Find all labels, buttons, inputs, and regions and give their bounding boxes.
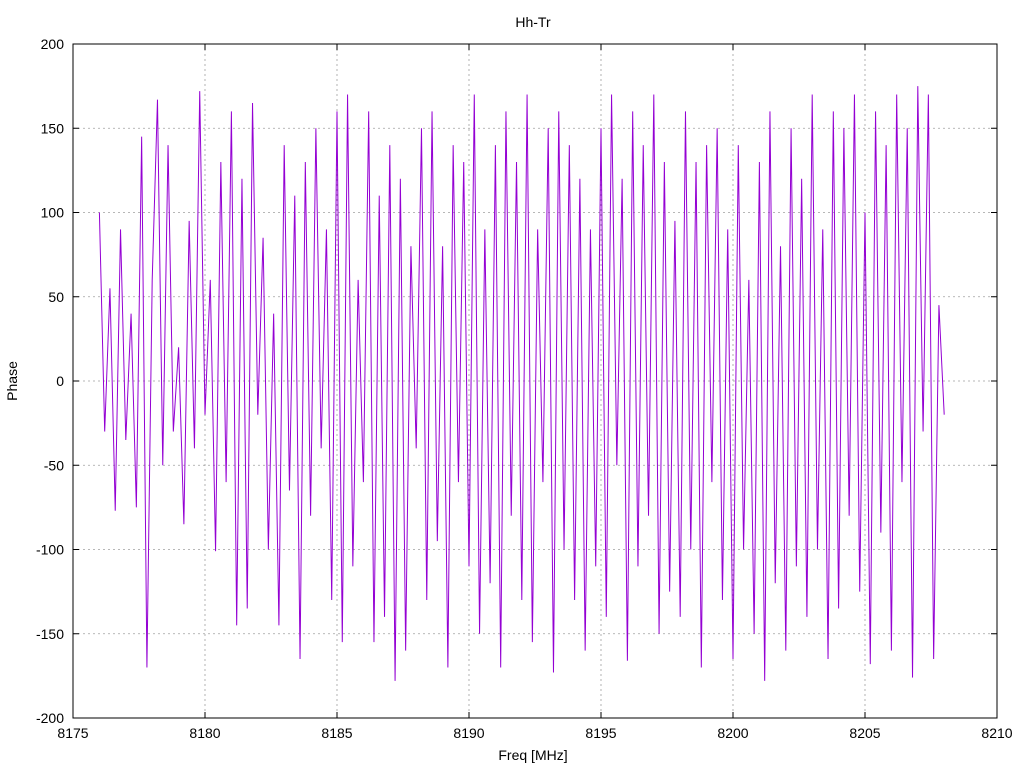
x-tick-label: 8200 [717,725,748,741]
y-tick-label: -100 [36,542,64,558]
y-tick-label: -50 [44,457,64,473]
x-tick-label: 8180 [189,725,220,741]
y-tick-label: 200 [41,36,65,52]
y-axis-ticks: -200 -150 -100 -50 0 50 100 150 200 [36,36,997,726]
series-group [98,86,945,681]
x-tick-label: 8205 [849,725,880,741]
y-tick-label: -200 [36,710,64,726]
x-tick-label: 8195 [585,725,616,741]
y-tick-label: 0 [56,373,64,389]
x-tick-label: 8210 [981,725,1012,741]
x-tick-label: 8185 [321,725,352,741]
y-tick-label: 100 [41,205,65,221]
phase-series-line [98,86,945,681]
y-tick-label: 150 [41,120,65,136]
y-tick-label: 50 [48,289,64,305]
x-axis-label: Freq [MHz] [498,747,567,763]
y-tick-label: -150 [36,626,64,642]
x-tick-label: 8175 [57,725,88,741]
x-axis-ticks: 8175 8180 8185 8190 8195 8200 8205 8210 [57,44,1013,741]
chart-title: Hh-Tr [515,14,551,30]
y-axis-label: Phase [4,361,20,401]
grid-lines [73,44,997,718]
x-tick-label: 8190 [453,725,484,741]
